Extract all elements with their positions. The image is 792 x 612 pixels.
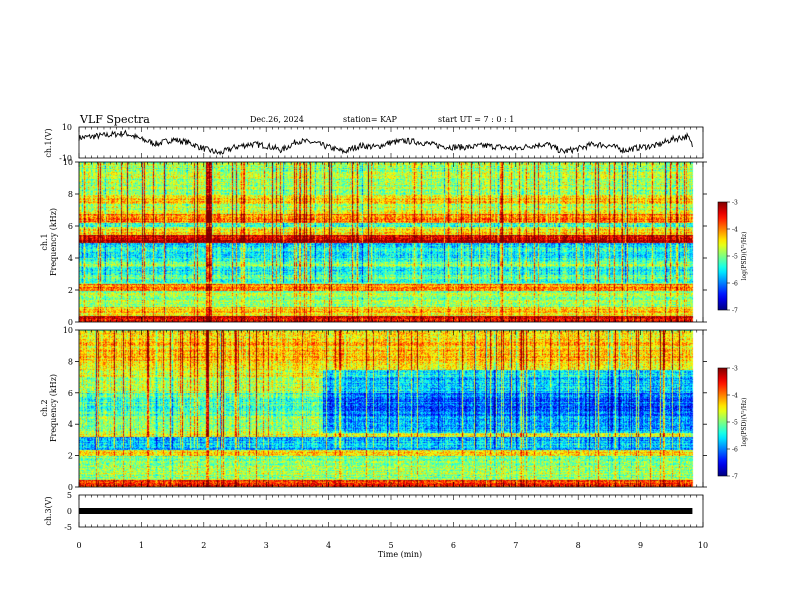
colorbar-tick-label: -6 (732, 281, 738, 288)
ch1-ytick-bottom: -10 (59, 154, 72, 163)
ch1-colorbar: -3 -4 -5 -6 -7 log(PSD)(V²/Hz) (717, 200, 748, 315)
time-tick-label: 0 (76, 541, 81, 550)
ch2-spectrogram-image (79, 330, 703, 487)
time-tick-label: 7 (513, 541, 518, 550)
ch1-spectrogram-ytick-label: 0 (68, 318, 73, 327)
time-axis: 0 1 2 3 4 5 6 7 8 9 10 (76, 127, 708, 550)
time-tick-label: 10 (698, 541, 708, 550)
ch3-waveform-trace (79, 508, 693, 514)
ch3-ytick-bottom: -5 (64, 523, 72, 532)
ch2-spectrogram-ytick-label: 0 (68, 483, 73, 492)
time-tick-label: 5 (388, 541, 393, 550)
ch1-waveform-panel: 10 -10 ch.1(V) (44, 123, 704, 163)
colorbar-label: log(PSD)(V²/Hz) (741, 232, 748, 281)
start-time-label: start UT = 7 : 0 : 1 (438, 115, 514, 124)
ch3-ytick-mid: 0 (67, 507, 72, 516)
ch2-spectrogram-ytick-label: 4 (68, 420, 73, 429)
ch1-ylabel: ch.1(V) (44, 128, 53, 157)
ch1-waveform-line (78, 129, 693, 156)
ch2-spectrogram-ytick-label: 8 (68, 357, 73, 366)
ch2-spectrogram-ytick-label: 10 (63, 326, 73, 335)
colorbar-tick-label: -7 (732, 474, 738, 481)
ch1-ytick-top: 10 (62, 123, 72, 132)
time-tick-label: 1 (139, 541, 144, 550)
colorbar-tick-label: -3 (732, 366, 738, 373)
ch3-ylabel: ch.3(V) (44, 496, 53, 525)
ch1-spectrogram-ytick-label: 2 (68, 286, 73, 295)
ch3-ytick-top: 5 (67, 491, 72, 500)
colorbar-tick-label: -7 (732, 308, 738, 315)
time-axis-label: Time (min) (378, 550, 422, 559)
time-tick-label: 4 (326, 541, 331, 550)
time-tick-label: 9 (638, 541, 643, 550)
colorbar-tick-label: -4 (732, 393, 738, 400)
ch1-spectrogram-ytick-label: 4 (68, 254, 73, 263)
colorbar-tick-label: -5 (732, 254, 738, 261)
ch2-colorbar: -3 -4 -5 -6 -7 log(PSD)(V²/Hz) (717, 366, 748, 481)
ch1-spectrogram-image (79, 162, 703, 322)
colorbar-gradient (717, 367, 728, 477)
ch1-spectrogram-ytick-label: 8 (68, 190, 73, 199)
colorbar-tick-label: -5 (732, 420, 738, 427)
ch2-spectrogram-ylabel-freq: Frequency (kHz) (49, 374, 58, 442)
time-tick-label: 2 (201, 541, 206, 550)
ch1-spectrogram-panel: 0 2 4 6 8 10 ch.1 Frequency (kHz) (40, 158, 707, 327)
ch1-spectrogram-ylabel-channel: ch.1 (40, 233, 49, 250)
ch1-spectrogram-ytick-label: 6 (68, 222, 73, 231)
time-tick-label: 8 (576, 541, 581, 550)
colorbar-tick-label: -4 (732, 227, 738, 234)
ch1-spectrogram-ylabel-freq: Frequency (kHz) (49, 208, 58, 276)
date-label: Dec.26, 2024 (250, 115, 304, 124)
figure-title: VLF Spectra (79, 113, 150, 126)
colorbar-gradient (717, 201, 728, 311)
ch3-waveform-panel: 5 0 -5 ch.3(V) (44, 491, 704, 532)
station-label: station= KAP (343, 115, 398, 124)
colorbar-label: log(PSD)(V²/Hz) (741, 398, 748, 447)
ch2-spectrogram-ytick-label: 6 (68, 389, 73, 398)
ch2-spectrogram-ytick-label: 2 (68, 452, 73, 461)
colorbar-tick-label: -6 (732, 447, 738, 454)
time-tick-label: 6 (451, 541, 456, 550)
colorbar-tick-label: -3 (732, 200, 738, 207)
ch2-spectrogram-ylabel-channel: ch.2 (40, 399, 49, 416)
time-tick-label: 3 (264, 541, 269, 550)
ch2-spectrogram-panel: 0 2 4 6 8 10 ch.2 Frequency (kHz) (40, 326, 707, 492)
ch1-spectrogram-ytick-label: 10 (63, 158, 73, 167)
